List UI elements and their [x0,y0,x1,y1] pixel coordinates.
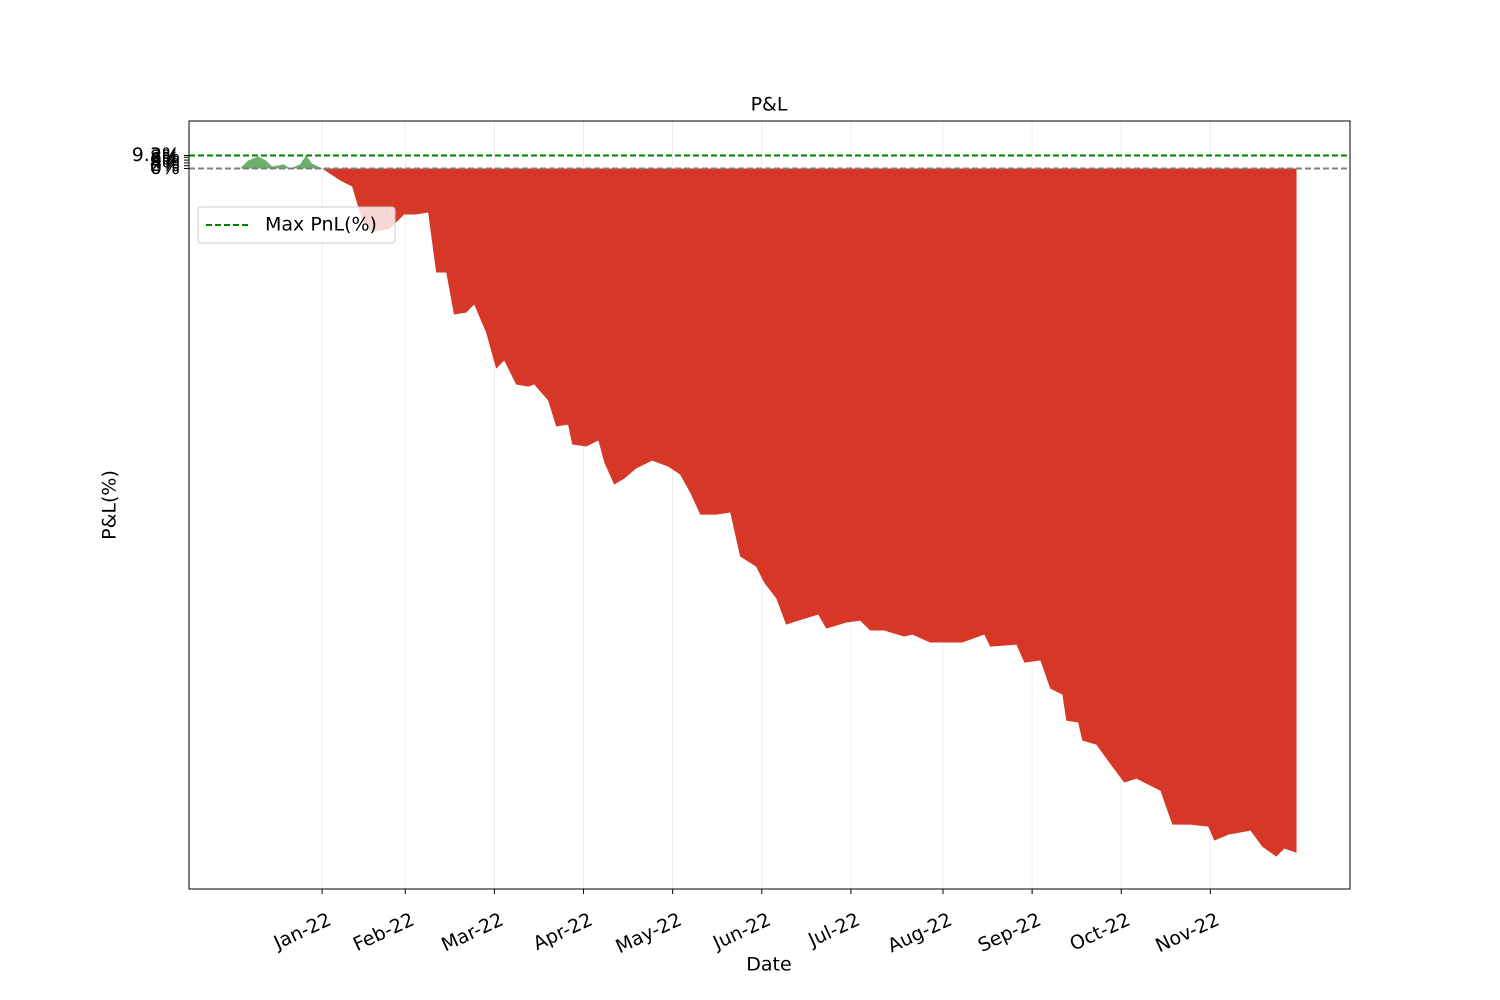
x-axis-label: Date [746,954,791,976]
area-negative [322,168,1297,857]
y-axis-label: P&L(%) [99,470,121,540]
y-tick-label: 6% [150,149,180,171]
legend-box [197,206,396,244]
y-tick-label: 0% [150,157,180,179]
legend-label: Max PnL(%) [265,214,377,236]
chart-title: P&L [751,94,788,116]
y-tick-label: 2% [150,154,180,176]
y-tick-label: 4% [150,151,180,173]
y-tick-label: 8% [150,146,180,168]
plot-frame [188,120,1351,890]
y-tick-label: 9.3% [132,144,180,166]
